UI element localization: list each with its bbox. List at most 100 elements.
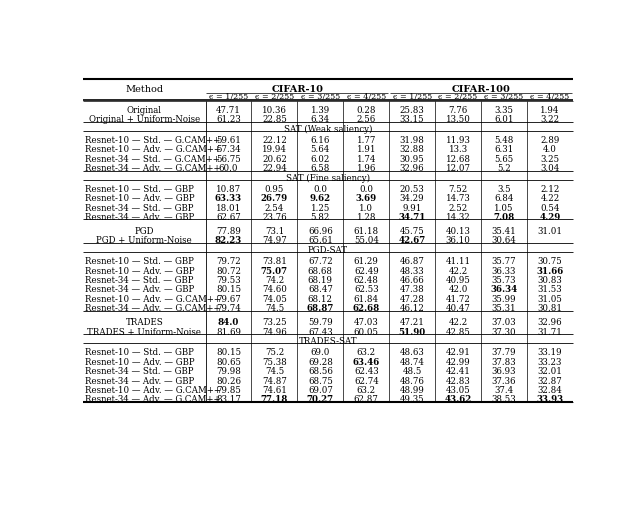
- Text: 20.62: 20.62: [262, 155, 287, 164]
- Text: 45.75: 45.75: [400, 227, 424, 236]
- Text: Resnet-10 — Std. — GBP: Resnet-10 — Std. — GBP: [85, 185, 195, 194]
- Text: 67.72: 67.72: [308, 257, 333, 266]
- Text: 82.23: 82.23: [215, 237, 242, 245]
- Text: 62.74: 62.74: [354, 376, 379, 385]
- Text: 3.35: 3.35: [495, 106, 513, 115]
- Text: 35.41: 35.41: [492, 227, 516, 236]
- Text: 74.60: 74.60: [262, 285, 287, 294]
- Text: 66.96: 66.96: [308, 227, 333, 236]
- Text: 80.26: 80.26: [216, 376, 241, 385]
- Text: 41.72: 41.72: [445, 295, 470, 304]
- Text: 36.93: 36.93: [492, 367, 516, 376]
- Text: 11.93: 11.93: [445, 136, 470, 145]
- Text: 42.91: 42.91: [445, 348, 470, 357]
- Text: 13.3: 13.3: [449, 145, 468, 154]
- Text: Resnet-10 — Adv. — G.CAM++: Resnet-10 — Adv. — G.CAM++: [85, 295, 221, 304]
- Text: 79.98: 79.98: [216, 367, 241, 376]
- Text: 61.29: 61.29: [354, 257, 379, 266]
- Text: 42.85: 42.85: [445, 328, 470, 336]
- Text: 5.2: 5.2: [497, 164, 511, 173]
- Text: 30.83: 30.83: [538, 276, 563, 285]
- Text: 32.84: 32.84: [538, 386, 563, 395]
- Text: 41.11: 41.11: [445, 257, 470, 266]
- Text: 0.0: 0.0: [314, 185, 327, 194]
- Text: 1.25: 1.25: [310, 204, 330, 213]
- Text: 48.74: 48.74: [400, 358, 424, 367]
- Text: 1.39: 1.39: [311, 106, 330, 115]
- Text: 3.25: 3.25: [540, 155, 559, 164]
- Text: ϵ = 2/255: ϵ = 2/255: [438, 94, 477, 101]
- Text: Resnet-10 — Std. — GBP: Resnet-10 — Std. — GBP: [85, 257, 195, 266]
- Text: 80.65: 80.65: [216, 358, 241, 367]
- Text: 55.04: 55.04: [354, 237, 379, 245]
- Text: 62.48: 62.48: [354, 276, 379, 285]
- Text: 33.19: 33.19: [538, 348, 563, 357]
- Text: 79.85: 79.85: [216, 386, 241, 395]
- Text: 48.99: 48.99: [400, 386, 424, 395]
- Text: 35.31: 35.31: [492, 304, 516, 313]
- Text: 62.67: 62.67: [216, 213, 241, 222]
- Text: 47.38: 47.38: [400, 285, 424, 294]
- Text: 4.29: 4.29: [540, 213, 561, 222]
- Text: 33.15: 33.15: [400, 115, 424, 124]
- Text: 73.1: 73.1: [265, 227, 284, 236]
- Text: Resnet-10 — Adv. — GBP: Resnet-10 — Adv. — GBP: [85, 194, 195, 203]
- Text: Resnet-10 — Adv. — GBP: Resnet-10 — Adv. — GBP: [85, 267, 195, 276]
- Text: 74.97: 74.97: [262, 237, 287, 245]
- Text: 37.30: 37.30: [492, 328, 516, 336]
- Text: 32.87: 32.87: [538, 376, 563, 385]
- Text: 74.96: 74.96: [262, 328, 287, 336]
- Text: 46.87: 46.87: [400, 257, 424, 266]
- Text: 1.77: 1.77: [356, 136, 376, 145]
- Text: 31.05: 31.05: [538, 295, 563, 304]
- Text: 30.81: 30.81: [538, 304, 563, 313]
- Text: 6.02: 6.02: [310, 155, 330, 164]
- Text: Resnet-34 — Adv. — G.CAM++: Resnet-34 — Adv. — G.CAM++: [85, 164, 221, 173]
- Text: 73.81: 73.81: [262, 257, 287, 266]
- Text: 68.19: 68.19: [308, 276, 333, 285]
- Text: 9.62: 9.62: [310, 194, 331, 203]
- Text: 23.76: 23.76: [262, 213, 287, 222]
- Text: 84.0: 84.0: [218, 318, 239, 327]
- Text: 40.47: 40.47: [445, 304, 470, 313]
- Text: SAT (Weak saliency): SAT (Weak saliency): [284, 125, 372, 134]
- Text: 7.08: 7.08: [493, 213, 515, 222]
- Text: 74.87: 74.87: [262, 376, 287, 385]
- Text: 63.2: 63.2: [356, 348, 376, 357]
- Text: 35.73: 35.73: [492, 276, 516, 285]
- Text: 42.0: 42.0: [449, 285, 468, 294]
- Text: 0.95: 0.95: [265, 185, 284, 194]
- Text: 80.72: 80.72: [216, 267, 241, 276]
- Text: 38.53: 38.53: [492, 395, 516, 405]
- Text: 48.5: 48.5: [403, 367, 422, 376]
- Text: Resnet-10 — Std. — GBP: Resnet-10 — Std. — GBP: [85, 348, 195, 357]
- Text: 6.01: 6.01: [494, 115, 514, 124]
- Text: 75.2: 75.2: [265, 348, 284, 357]
- Text: CIFAR-100: CIFAR-100: [452, 85, 511, 94]
- Text: 51.90: 51.90: [399, 328, 426, 336]
- Text: 4.0: 4.0: [543, 145, 557, 154]
- Text: 33.23: 33.23: [538, 358, 562, 367]
- Text: 65.61: 65.61: [308, 237, 333, 245]
- Text: Original + Uniform-Noise: Original + Uniform-Noise: [89, 115, 200, 124]
- Text: 69.28: 69.28: [308, 358, 333, 367]
- Text: 48.76: 48.76: [400, 376, 424, 385]
- Text: Resnet-34 — Adv. — GBP: Resnet-34 — Adv. — GBP: [85, 285, 195, 294]
- Text: 34.71: 34.71: [399, 213, 426, 222]
- Text: 83.17: 83.17: [216, 395, 241, 405]
- Text: 35.77: 35.77: [492, 257, 516, 266]
- Text: 6.34: 6.34: [311, 115, 330, 124]
- Text: 12.68: 12.68: [445, 155, 470, 164]
- Text: 75.07: 75.07: [261, 267, 288, 276]
- Text: Resnet-34 — Adv. — G.CAM++: Resnet-34 — Adv. — G.CAM++: [85, 395, 221, 405]
- Text: 47.21: 47.21: [400, 318, 424, 327]
- Text: ϵ = 3/255: ϵ = 3/255: [484, 94, 524, 101]
- Text: 37.03: 37.03: [492, 318, 516, 327]
- Text: Original: Original: [127, 106, 162, 115]
- Text: 5.48: 5.48: [494, 136, 514, 145]
- Text: 1.05: 1.05: [494, 204, 514, 213]
- Text: 5.65: 5.65: [494, 155, 514, 164]
- Text: 61.84: 61.84: [354, 295, 379, 304]
- Text: 62.68: 62.68: [353, 304, 380, 313]
- Text: 32.96: 32.96: [538, 318, 563, 327]
